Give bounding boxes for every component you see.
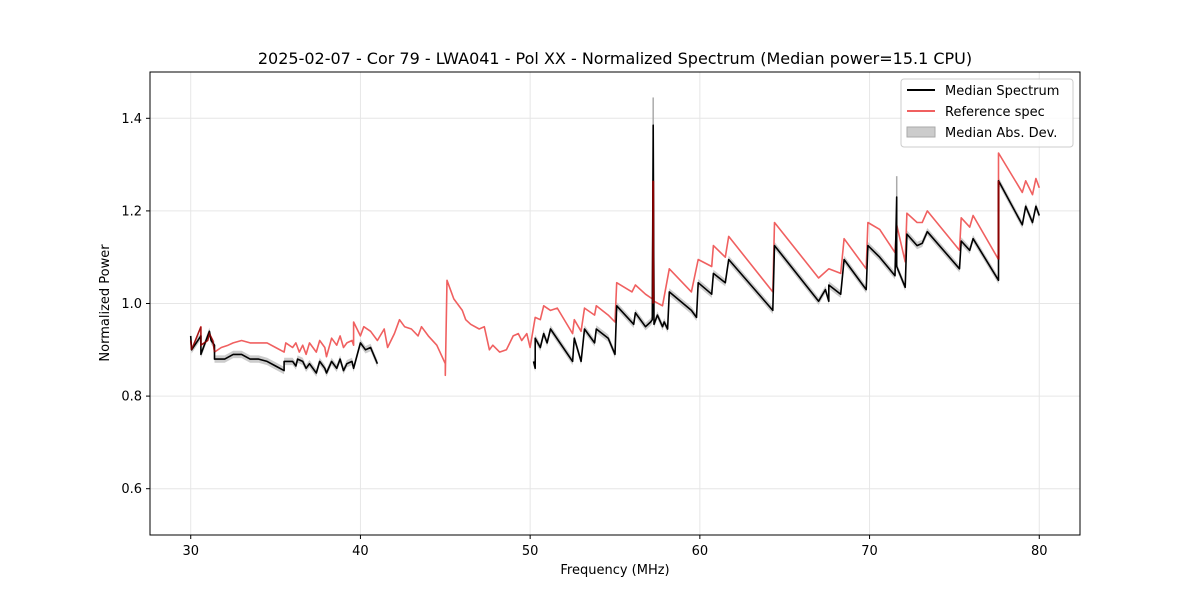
legend-mad-label: Median Abs. Dev. xyxy=(945,126,1057,141)
legend: Median Spectrum Reference spec Median Ab… xyxy=(900,78,1074,148)
legend-box xyxy=(900,78,1074,148)
y-axis-ticks: 0.6 0.8 1.0 1.2 1.4 xyxy=(121,112,150,497)
overlap-line xyxy=(190,326,216,353)
y-axis-label: Normalized Power xyxy=(98,244,113,362)
y-tick-label: 1.4 xyxy=(121,112,142,127)
legend-mad-swatch xyxy=(906,126,936,138)
x-axis-ticks: 30 40 50 60 70 80 xyxy=(182,535,1048,559)
y-tick-label: 0.8 xyxy=(121,390,142,405)
reference-spectrum-line xyxy=(189,152,1041,377)
x-tick-label: 30 xyxy=(182,544,199,559)
y-tick-label: 1.2 xyxy=(121,204,142,219)
legend-reference-label: Reference spec xyxy=(945,105,1045,120)
median-spectrum-line xyxy=(189,330,379,374)
chart-title: 2025-02-07 - Cor 79 - LWA041 - Pol XX - … xyxy=(258,49,972,68)
x-tick-label: 80 xyxy=(1031,544,1048,559)
legend-median-label: Median Spectrum xyxy=(945,84,1059,99)
x-tick-label: 50 xyxy=(522,544,539,559)
x-tick-label: 40 xyxy=(352,544,369,559)
y-tick-label: 0.6 xyxy=(121,482,142,497)
mad-band-area xyxy=(533,121,1040,372)
x-tick-label: 70 xyxy=(861,544,878,559)
series-layer xyxy=(189,124,1041,377)
x-tick-label: 60 xyxy=(692,544,709,559)
y-tick-label: 1.0 xyxy=(121,297,142,312)
x-axis-label: Frequency (MHz) xyxy=(560,563,669,578)
median-spectrum-line xyxy=(532,124,1041,370)
